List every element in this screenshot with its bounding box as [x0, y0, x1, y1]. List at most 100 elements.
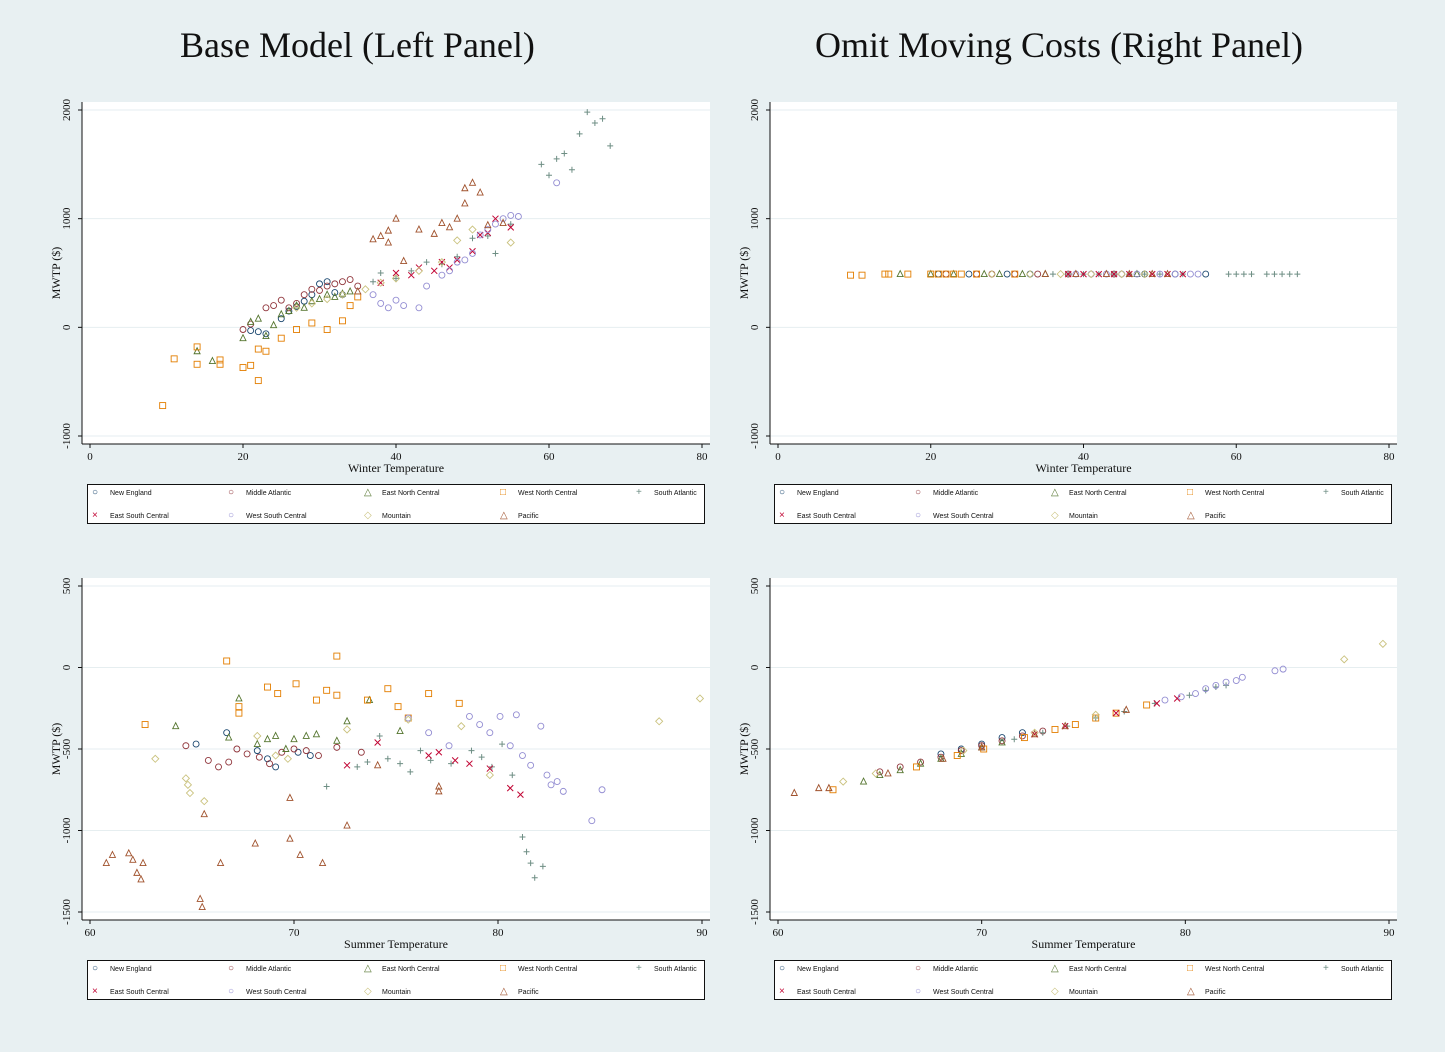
point-east-north-central	[333, 736, 341, 744]
point-west-south-central	[1232, 677, 1240, 684]
point-west-north-central	[881, 270, 889, 278]
point-new-england	[331, 289, 339, 297]
point-south-atlantic	[1248, 271, 1255, 278]
point-east-north-central	[896, 269, 904, 278]
y-tick-label-tr: -1000	[749, 423, 761, 449]
point-new-england	[272, 763, 280, 771]
legend-item-west-south-central: ○ West South Central	[915, 511, 994, 522]
legend-marker-icon: □	[500, 487, 507, 498]
point-east-south-central	[486, 765, 494, 772]
point-west-north-central	[193, 343, 201, 351]
legend-item-east-south-central: × East South Central	[779, 987, 856, 998]
point-mountain	[376, 278, 385, 287]
plot-tr: -1000 0 1000 2000 0 20 40 60 80 Winter Temperatur…	[737, 99, 1397, 475]
legend-label: West South Central	[246, 513, 307, 520]
point-west-south-central	[507, 211, 515, 219]
point-middle-atlantic	[876, 768, 884, 776]
point-south-atlantic	[1141, 271, 1148, 278]
point-south-atlantic	[376, 732, 383, 739]
point-new-england	[998, 734, 1006, 742]
legend-marker-icon: △	[364, 963, 372, 974]
point-east-north-central	[246, 317, 255, 325]
point-west-north-central	[170, 355, 178, 363]
point-east-north-central	[171, 721, 180, 730]
point-mountain	[200, 797, 209, 806]
point-east-north-central	[224, 733, 233, 741]
point-west-north-central	[274, 690, 282, 698]
point-pacific	[1125, 269, 1134, 278]
y-tick-label-tr: 0	[749, 324, 761, 330]
point-south-atlantic	[568, 166, 575, 173]
legend-item-south-atlantic: + South Atlantic	[1323, 488, 1384, 499]
legend-marker-icon: +	[1323, 963, 1329, 974]
point-west-south-central	[1194, 270, 1202, 278]
point-pacific	[438, 218, 446, 226]
point-west-north-central	[264, 683, 271, 691]
point-pacific	[373, 760, 382, 769]
point-south-atlantic	[1212, 684, 1219, 691]
point-pacific	[343, 821, 351, 829]
point-west-south-central	[1271, 667, 1279, 675]
point-south-atlantic	[1294, 271, 1301, 278]
legend-item-west-north-central: □ West North Central	[1187, 964, 1264, 975]
legend-marker-icon: ○	[92, 487, 99, 498]
y-tick-label-br: -1500	[749, 899, 761, 925]
point-west-north-central	[847, 271, 855, 279]
legend-label: Mountain	[1069, 989, 1098, 996]
point-pacific	[376, 231, 385, 240]
point-west-south-central	[1156, 270, 1164, 278]
point-east-north-central	[916, 759, 925, 767]
point-west-north-central	[1112, 709, 1120, 717]
point-west-south-central	[512, 711, 520, 719]
point-pacific	[384, 238, 393, 246]
point-west-south-central	[553, 179, 561, 187]
point-pacific	[1072, 269, 1080, 278]
point-east-south-central	[1031, 730, 1038, 738]
legend-label: New England	[110, 490, 152, 497]
point-east-south-central	[1064, 270, 1072, 278]
point-west-south-central	[369, 291, 377, 299]
point-middle-atlantic	[316, 286, 323, 294]
point-west-south-central	[377, 299, 385, 307]
point-west-south-central	[499, 215, 507, 223]
legend-label: Pacific	[518, 513, 539, 520]
point-pacific	[790, 788, 799, 796]
legend-marker-icon: □	[500, 963, 507, 974]
point-pacific	[1122, 705, 1130, 713]
point-pacific	[453, 214, 461, 222]
legend-item-new-england: ○ New England	[92, 488, 152, 499]
x-tick-label-bl: 90	[697, 927, 709, 939]
point-east-north-central	[343, 716, 351, 725]
legend-marker-icon: ×	[779, 510, 785, 521]
legend-label: East South Central	[110, 989, 169, 996]
legend-label: East North Central	[1069, 490, 1127, 497]
point-pacific	[435, 781, 443, 790]
point-middle-atlantic	[998, 737, 1006, 745]
point-west-north-central	[235, 709, 243, 717]
point-middle-atlantic	[1018, 732, 1026, 740]
point-south-atlantic	[546, 172, 552, 179]
legend-bottom-left: ○ New England ○ Middle Atlantic △ East North …	[87, 960, 705, 1000]
point-south-atlantic	[468, 747, 475, 754]
legend-item-west-north-central: □ West North Central	[500, 488, 577, 499]
point-east-south-central	[407, 271, 415, 279]
point-west-south-central	[496, 712, 504, 720]
point-mountain	[181, 774, 191, 783]
point-mountain	[1030, 728, 1039, 737]
legend-item-pacific: △ Pacific	[500, 511, 539, 522]
legend-marker-icon: △	[500, 986, 508, 997]
point-middle-atlantic	[331, 280, 339, 288]
legend-item-mountain: ◇ Mountain	[364, 511, 411, 522]
legend-item-south-atlantic: + South Atlantic	[1323, 964, 1384, 975]
legend-marker-icon: △	[1187, 986, 1195, 997]
point-south-atlantic	[519, 834, 526, 841]
point-south-atlantic	[417, 747, 424, 754]
point-new-england	[192, 740, 200, 748]
point-pacific	[137, 874, 145, 883]
legend-marker-icon: ○	[915, 510, 922, 521]
point-pacific	[354, 286, 362, 295]
legend-marker-icon: △	[1051, 487, 1059, 498]
point-mountain	[839, 777, 848, 786]
point-pacific	[461, 198, 469, 207]
